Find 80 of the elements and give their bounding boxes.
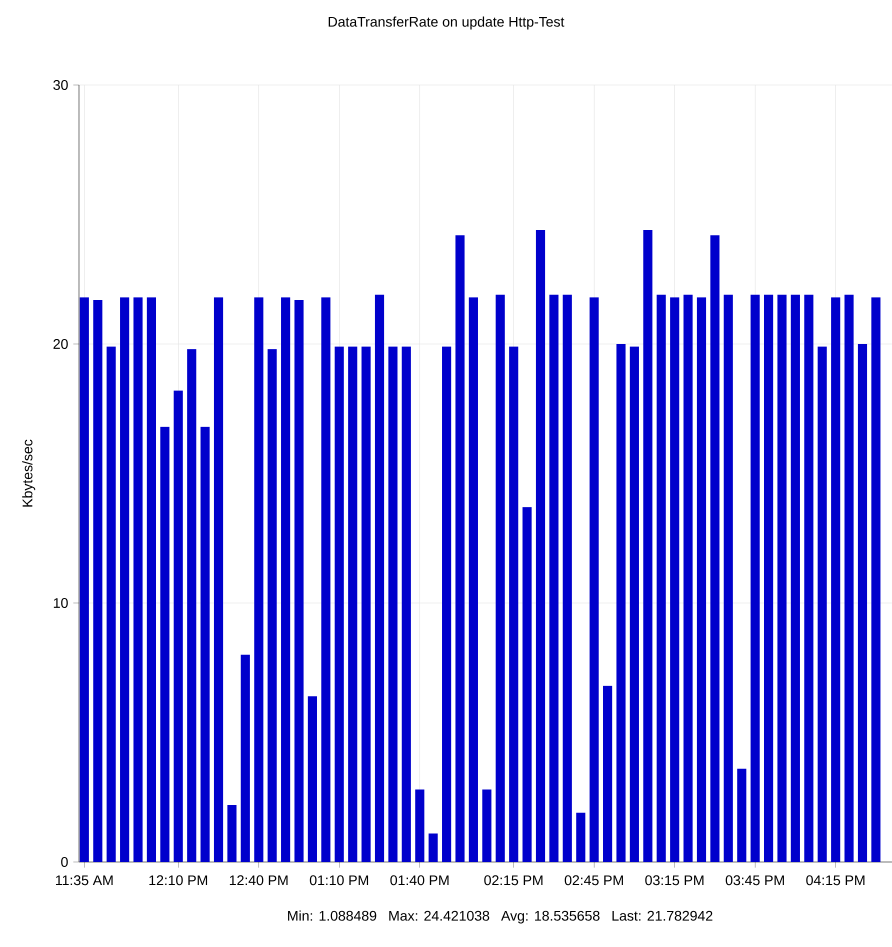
bar: [120, 297, 130, 862]
bar: [764, 294, 774, 862]
bar: [562, 294, 572, 862]
bar: [200, 426, 210, 862]
bar: [468, 297, 478, 862]
y-axis-title: Kbytes/sec: [22, 440, 36, 507]
bar: [308, 696, 317, 862]
bar: [428, 834, 438, 862]
bar: [106, 346, 116, 862]
bar: [160, 426, 170, 862]
bar: [348, 346, 358, 862]
bar: [240, 654, 250, 862]
bar: [402, 346, 411, 862]
bar: [268, 349, 277, 862]
chart-title: DataTransferRate on update Http-Test: [328, 16, 564, 30]
bar: [831, 297, 840, 862]
bar: [710, 235, 720, 862]
bar: [388, 346, 398, 862]
bar: [455, 235, 465, 862]
bar: [281, 297, 290, 862]
bar: [522, 507, 532, 862]
x-tick-label: 12:10 PM: [149, 875, 208, 886]
y-tick-label: 0: [61, 857, 68, 867]
bar: [670, 297, 680, 862]
bar: [871, 297, 880, 862]
y-tick-label: 20: [54, 339, 68, 349]
text: Last: 21.782942: [612, 910, 712, 921]
bar: [133, 297, 143, 862]
bar: [750, 294, 760, 862]
bar: [549, 294, 558, 862]
bar: [374, 294, 384, 862]
x-tick-label: 12:40 PM: [230, 875, 288, 886]
bar: [187, 349, 196, 862]
bar: [696, 297, 706, 862]
bar: [777, 294, 787, 862]
y-tick-label: 30: [53, 80, 68, 90]
bar: [93, 300, 102, 862]
bar: [844, 294, 854, 862]
bar: [174, 390, 183, 862]
bar: [321, 297, 330, 862]
bar: [818, 346, 827, 862]
bar: [415, 789, 424, 862]
bar: [509, 346, 518, 862]
bar: [724, 294, 733, 862]
bar: [482, 789, 492, 862]
bar: [737, 768, 746, 862]
bar: [536, 230, 546, 862]
bar: [684, 294, 693, 862]
y-tick-label: 10: [54, 598, 68, 608]
x-tick-label: 04:15 PM: [806, 875, 864, 886]
x-tick-label: 01:40 PM: [390, 875, 449, 886]
bar: [294, 300, 304, 862]
bar: [576, 812, 586, 862]
bar: [146, 297, 156, 862]
bar: [858, 344, 868, 862]
bar: [214, 297, 224, 862]
bar: [790, 294, 800, 862]
x-tick-label: 02:15 PM: [484, 875, 542, 886]
x-tick-label: 03:15 PM: [645, 875, 704, 886]
bar: [630, 346, 639, 862]
x-tick-label: 11:35 AM: [56, 875, 113, 886]
text: Avg: 18.535658: [501, 910, 600, 924]
text: Min: 1.088489: [288, 910, 376, 921]
bar: [590, 297, 599, 862]
bar: [616, 344, 626, 862]
bar: [334, 346, 344, 862]
bar: [442, 346, 452, 862]
bar: [603, 686, 612, 862]
bar: [227, 805, 237, 862]
x-tick-label: 02:45 PM: [564, 875, 623, 886]
x-tick-label: 01:10 PM: [310, 875, 368, 886]
bar: [362, 346, 371, 862]
bar: [804, 294, 814, 862]
bar: [496, 294, 505, 862]
bar: [643, 230, 652, 862]
bar: [80, 297, 89, 862]
text: Max: 24.421038: [389, 910, 490, 921]
bar: [254, 297, 264, 862]
bar: [656, 294, 666, 862]
x-tick-label: 03:45 PM: [726, 875, 784, 886]
